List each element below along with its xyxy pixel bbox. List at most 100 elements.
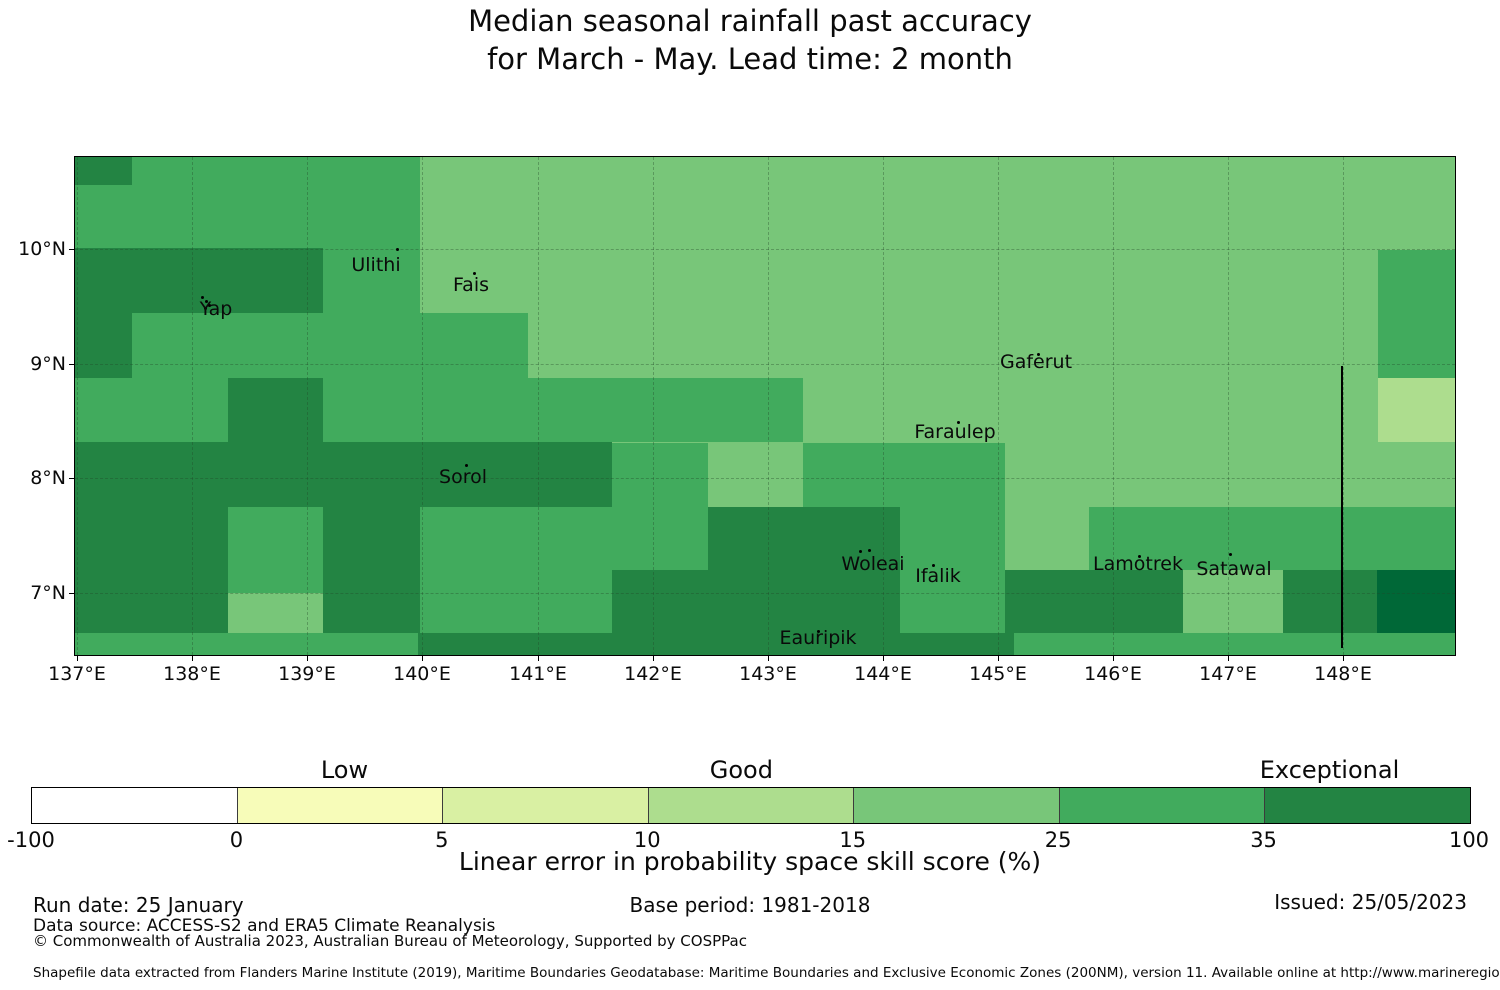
graticule-hline <box>75 478 1455 479</box>
x-tick-mark <box>653 656 654 661</box>
map-cell <box>900 507 1005 633</box>
island-label: Yap <box>199 298 233 320</box>
map-cell <box>528 378 803 442</box>
x-tick-mark <box>538 656 539 661</box>
map-cell <box>75 633 418 655</box>
y-tick-mark <box>69 249 74 250</box>
map-cell <box>803 443 1005 507</box>
base-period-text: Base period: 1981-2018 <box>629 893 871 917</box>
island-marker-dot <box>957 421 960 424</box>
graticule-vline <box>768 157 769 655</box>
graticule-vline <box>653 157 654 655</box>
island-marker-dot <box>1037 353 1040 356</box>
island-marker-dot <box>204 307 207 310</box>
graticule-vline <box>77 157 78 655</box>
island-marker-dot <box>201 296 204 299</box>
map-cell <box>132 313 528 442</box>
colorbar-category-label: Low <box>320 756 369 784</box>
island-marker-dot <box>396 248 399 251</box>
y-tick-label: 10°N <box>18 238 66 260</box>
map-cell <box>708 507 900 570</box>
issued-date-text: Issued: 25/05/2023 <box>1274 890 1467 914</box>
x-tick-label: 137°E <box>48 663 106 685</box>
island-marker-dot <box>932 564 935 567</box>
island-label: Fais <box>452 274 490 296</box>
x-tick-mark <box>1228 656 1229 661</box>
x-tick-label: 145°E <box>969 663 1027 685</box>
y-tick-label: 9°N <box>30 353 66 375</box>
map-cell <box>418 633 1014 655</box>
colorbar-tick-label: 35 <box>1250 828 1277 852</box>
island-label: Ulithi <box>351 254 401 276</box>
map-cell <box>228 593 323 633</box>
x-tick-mark <box>77 656 78 661</box>
island-label: Woleai <box>841 553 905 575</box>
x-tick-label: 143°E <box>739 663 797 685</box>
map-cell <box>75 378 132 442</box>
island-marker-dot <box>868 549 871 552</box>
x-tick-label: 140°E <box>393 663 451 685</box>
island-marker-dot <box>1229 553 1232 556</box>
graticule-vline <box>998 157 999 655</box>
graticule-vline <box>538 157 539 655</box>
map-cell <box>1378 250 1455 378</box>
map-cell <box>323 248 420 313</box>
y-tick-label: 8°N <box>30 467 66 489</box>
colorbar-tick-label: -100 <box>7 828 55 852</box>
graticule-vline <box>1343 157 1344 655</box>
graticule-hline <box>75 593 1455 594</box>
y-tick-mark <box>69 364 74 365</box>
graticule-hline <box>75 364 1455 365</box>
colorbar-category-label: Good <box>709 756 773 784</box>
colorbar-segment <box>854 788 1060 823</box>
island-label: Faraulep <box>914 421 996 443</box>
map-cell <box>1014 633 1455 655</box>
colorbar <box>31 787 1471 824</box>
map-plot-area: Yap Ulithi Fais Gaferut Faraulep Sorol Woleai I… <box>74 156 1456 656</box>
data-source-text: Data source: ACCESS-S2 and ERA5 Climate … <box>33 916 496 936</box>
colorbar-tick-label: 10 <box>633 828 661 852</box>
island-marker-dot <box>1138 555 1141 558</box>
colorbar-segment <box>648 788 855 823</box>
x-tick-label: 148°E <box>1314 663 1372 685</box>
island-marker-dot <box>205 300 208 303</box>
x-tick-mark <box>1113 656 1114 661</box>
map-cell <box>708 443 803 507</box>
x-tick-label: 146°E <box>1084 663 1142 685</box>
chart-title-line1: Median seasonal rainfall past accuracy <box>468 4 1032 38</box>
x-tick-mark <box>307 656 308 661</box>
y-tick-mark <box>69 593 74 594</box>
colorbar-tick-label: 100 <box>1448 828 1490 852</box>
x-tick-mark <box>768 656 769 661</box>
island-label: Eauripik <box>779 627 857 649</box>
chart-title-line2: for March - May. Lead time: 2 month <box>487 42 1013 76</box>
island-marker-dot <box>465 464 468 467</box>
island-label: Sorol <box>439 466 487 488</box>
map-cell <box>132 157 420 248</box>
map-cell <box>228 378 323 442</box>
map-cell <box>1377 570 1455 633</box>
map-cell <box>612 570 900 633</box>
x-tick-label: 141°E <box>509 663 567 685</box>
island-label: Gaferut <box>999 351 1073 373</box>
map-cell <box>228 507 323 593</box>
map-cell <box>75 442 612 507</box>
graticule-vline <box>1228 157 1229 655</box>
island-marker-dot <box>473 272 476 275</box>
x-tick-label: 139°E <box>278 663 336 685</box>
graticule-hline <box>75 249 1455 250</box>
x-tick-mark <box>998 656 999 661</box>
colorbar-segment <box>237 788 444 823</box>
colorbar-tick-label: 0 <box>229 828 244 852</box>
run-date-text: Run date: 25 January <box>33 893 244 917</box>
island-label: Ifalik <box>915 565 961 587</box>
map-cell <box>612 443 708 507</box>
shapefile-note-text: Shapefile data extracted from Flanders M… <box>33 965 1500 981</box>
island-marker-dot <box>859 550 862 553</box>
map-cell <box>1378 378 1455 442</box>
graticule-vline <box>1113 157 1114 655</box>
island-label: Satawal <box>1196 558 1272 580</box>
map-cell <box>1089 507 1455 570</box>
x-tick-mark <box>883 656 884 661</box>
